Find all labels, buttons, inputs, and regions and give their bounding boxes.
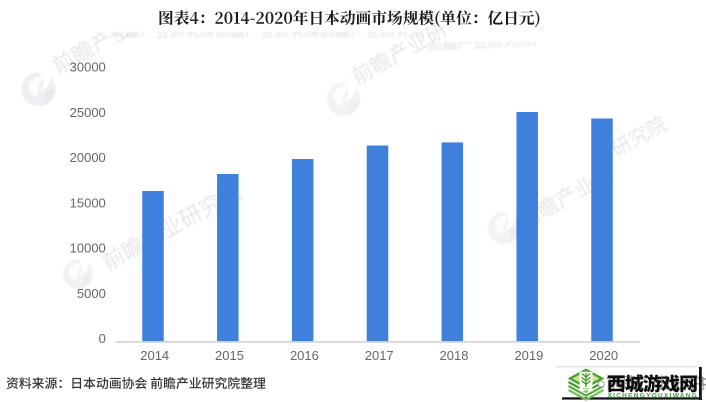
svg-text:30000: 30000 <box>70 60 106 75</box>
svg-text:0: 0 <box>99 331 106 346</box>
svg-text:2019: 2019 <box>514 348 543 363</box>
svg-text:XICHENGYOUXIWANG: XICHENGYOUXIWANG <box>608 393 699 400</box>
svg-text:2020: 2020 <box>589 348 618 363</box>
svg-text:2014: 2014 <box>140 348 169 363</box>
svg-text:2017: 2017 <box>365 348 394 363</box>
svg-text:2015: 2015 <box>215 348 244 363</box>
svg-text:25000: 25000 <box>70 105 106 120</box>
svg-text:2018: 2018 <box>440 348 469 363</box>
svg-text:15000: 15000 <box>70 195 106 210</box>
svg-text:2016: 2016 <box>290 348 319 363</box>
svg-text:20000: 20000 <box>70 150 106 165</box>
svg-text:5000: 5000 <box>77 286 106 301</box>
svg-text:10000: 10000 <box>70 241 106 256</box>
